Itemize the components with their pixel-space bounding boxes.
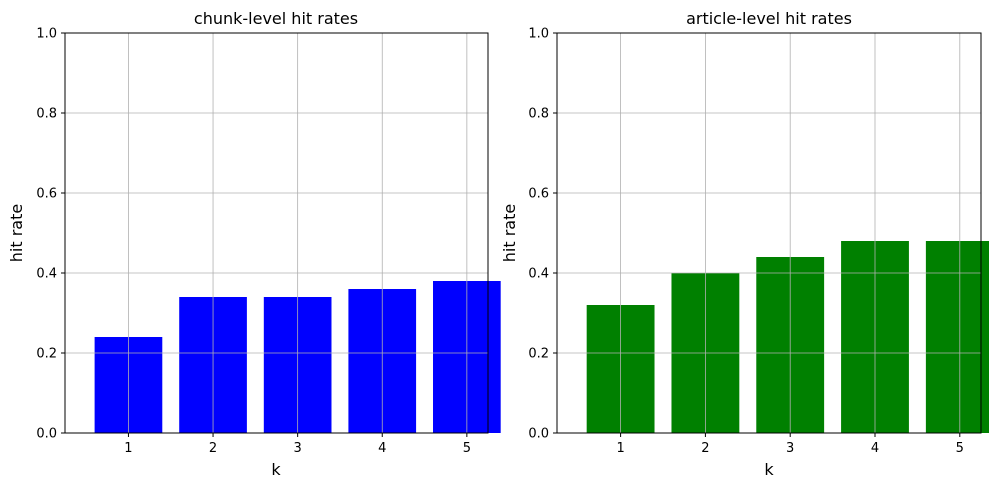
y-tick-label: 0.6 [36, 187, 57, 202]
x-tick-label: 5 [463, 441, 471, 456]
y-tick-label: 1.0 [36, 27, 57, 42]
y-axis-label: hit rate [7, 204, 26, 262]
bar [925, 241, 989, 433]
y-tick-label: 0.8 [36, 107, 57, 122]
article-level-chart: article-level hit rates k hit rate 0.0 0.… [500, 9, 989, 479]
x-axis-label: k [271, 460, 281, 479]
plot-frame [64, 32, 489, 434]
x-tick-label: 5 [956, 441, 964, 456]
chart-title: article-level hit rates [686, 9, 852, 28]
x-tick-label: 4 [871, 441, 879, 456]
x-tick-label: 1 [616, 441, 624, 456]
y-tick-label: 0.2 [36, 347, 57, 362]
y-axis-label: hit rate [500, 204, 519, 262]
y-tick-label: 0.0 [528, 427, 549, 442]
chunk-level-chart: chunk-level hit rates k hit rate 0.0 0.2 0… [7, 9, 501, 479]
y-tick-label: 0.8 [528, 107, 549, 122]
x-tick-label: 2 [209, 441, 217, 456]
y-tick-label: 0.0 [36, 427, 57, 442]
plot-frame [556, 32, 982, 434]
y-tick-label: 0.6 [528, 187, 549, 202]
x-tick-label: 4 [378, 441, 386, 456]
x-tick-label: 1 [124, 441, 132, 456]
x-tick-label: 2 [701, 441, 709, 456]
x-axis-label: k [764, 460, 774, 479]
x-tick-label: 3 [786, 441, 794, 456]
y-tick-label: 0.2 [528, 347, 549, 362]
x-tick-label: 3 [294, 441, 302, 456]
y-tick-label: 0.4 [36, 267, 57, 282]
y-tick-label: 1.0 [528, 27, 549, 42]
chart-title: chunk-level hit rates [194, 9, 358, 28]
y-tick-label: 0.4 [528, 267, 549, 282]
